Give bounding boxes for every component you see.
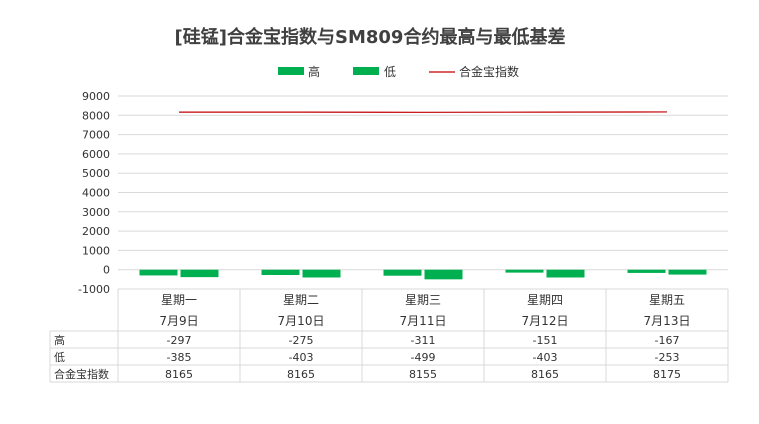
legend-label-high: 高 [308,64,320,79]
grid [118,95,728,290]
table-cell: -151 [533,334,558,347]
category-label: 星期三 [405,293,441,307]
bar-low [180,269,219,278]
y-tick-label: 2000 [82,225,110,238]
table-cell: 8165 [165,368,193,381]
legend-label-low: 低 [384,65,396,79]
table-cell: -403 [289,351,314,364]
table-cell: -253 [655,351,680,364]
table-cell: -403 [533,351,558,364]
y-tick-label: 1000 [82,244,110,257]
legend: 高 低 合金宝指数 [278,64,519,79]
category-date: 7月13日 [644,314,691,328]
y-tick-label: 5000 [82,167,110,180]
bar-high [505,269,544,273]
y-tick-label: 4000 [82,187,110,200]
table-row-label: 低 [54,351,65,364]
category-date: 7月11日 [400,314,447,328]
table-row-label: 合金宝指数 [54,367,109,381]
bar-low [546,269,585,278]
y-tick-label: 0 [103,264,110,277]
bar-low [668,269,707,275]
table-row-label: 高 [54,333,65,347]
category-date: 7月9日 [159,314,198,328]
category-date: 7月10日 [278,314,325,328]
bars [139,269,707,280]
table-cell: -311 [411,334,436,347]
y-tick-label: 8000 [82,109,110,122]
table-cell: -275 [289,334,314,347]
y-tick-label: 9000 [82,90,110,103]
table-cell: 8165 [287,368,315,381]
table-cell: 8155 [409,368,437,381]
y-tick-label: 3000 [82,206,110,219]
bar-low [302,269,341,278]
bar-high [261,269,300,276]
legend-label-index: 合金宝指数 [459,64,519,79]
category-date: 7月12日 [522,314,569,328]
bar-high [627,269,666,273]
category-label: 星期五 [649,293,685,307]
bar-high [139,269,178,276]
category-label: 星期四 [527,293,563,307]
y-tick-label: 6000 [82,148,110,161]
bar-low [424,269,463,280]
legend-swatch-high [278,67,304,75]
chart-title: [硅锰]合金宝指数与SM809合约最高与最低基差 [175,26,566,48]
table-cell: 8165 [531,368,559,381]
legend-swatch-low [353,67,379,75]
y-tick-label: 7000 [82,129,110,142]
data-table: 星期一 7月9日 星期二 7月10日 星期三 7月11日 星期四 7月12日 星期五 7月13日高… [49,289,729,383]
y-tick-label: -1000 [78,283,110,296]
table-cell: -297 [167,334,192,347]
table-cell: -167 [655,334,680,347]
category-label: 星期二 [283,293,319,307]
table-cell: -385 [167,351,192,364]
bar-high [383,269,422,276]
category-label: 星期一 [161,293,197,307]
table-cell: 8175 [653,368,681,381]
y-axis: 9000 8000 7000 6000 5000 4000 3000 2000 1000 0 -10… [78,90,110,296]
table-cell: -499 [411,351,436,364]
